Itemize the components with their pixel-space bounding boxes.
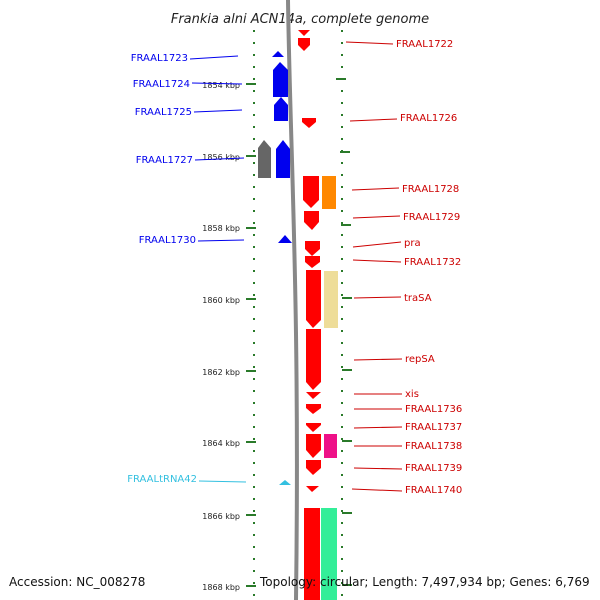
annotation-blocks (321, 176, 338, 600)
plus-strand-features (298, 30, 321, 600)
leader-line (197, 239, 245, 242)
leader-line (352, 215, 401, 219)
gene-label-fraal1736[interactable]: FRAAL1736 (405, 404, 462, 415)
gene-arrow-fraal1722-a[interactable] (298, 30, 310, 36)
gene-label-fraal1726[interactable]: FRAAL1726 (400, 113, 457, 124)
kbp-mark (246, 370, 256, 372)
kbp-label: 1866 kbp (202, 512, 240, 521)
gene-arrow-fraal1739[interactable] (306, 460, 321, 475)
gene-label-fraal1730[interactable]: FRAAL1730 (139, 235, 196, 246)
annotation-block-khaki[interactable] (324, 271, 338, 328)
gene-arrow-fraal1727[interactable] (276, 140, 290, 178)
gene-arrow-fraal1723[interactable] (272, 51, 284, 57)
gene-label-trasa[interactable]: traSA (404, 293, 432, 304)
kbp-mark (246, 83, 256, 85)
gene-label-fraal1732[interactable]: FRAAL1732 (404, 257, 461, 268)
kbp-mark (246, 514, 256, 516)
kbp-label: 1856 kbp (202, 153, 240, 162)
kbp-label: 1862 kbp (202, 368, 240, 377)
leader-line (353, 296, 402, 299)
left-labels: FRAAL1723 FRAAL1724 FRAAL1725 FRAAL1727 … (127, 53, 247, 485)
gene-label-repsa[interactable]: repSA (405, 354, 435, 365)
kbp-mark-right (342, 440, 352, 442)
gene-label-fraal1727[interactable]: FRAAL1727 (136, 155, 193, 166)
kbp-mark (246, 585, 256, 587)
kbp-mark-right (340, 151, 350, 153)
gene-arrow-fraaltrna42[interactable] (279, 480, 291, 485)
kbp-label: 1858 kbp (202, 224, 240, 233)
gene-arrow-xis[interactable] (306, 392, 321, 399)
kbp-mark (246, 441, 256, 443)
gene-arrow-fraal1725[interactable] (274, 97, 288, 121)
gene-label-fraal1739[interactable]: FRAAL1739 (405, 463, 462, 474)
gene-arrow-fraal1726[interactable] (302, 118, 316, 128)
leader-line (353, 467, 403, 470)
gene-arrow-fraal1730[interactable] (278, 235, 292, 243)
gene-label-fraal1738[interactable]: FRAAL1738 (405, 441, 462, 452)
leader-line (352, 241, 402, 248)
kbp-mark (246, 155, 256, 157)
gene-arrow-repsa[interactable] (306, 329, 321, 390)
gene-arrow-fraal1737[interactable] (306, 423, 321, 432)
gene-arrow-fraal1738[interactable] (306, 434, 321, 458)
leader-line (189, 55, 239, 60)
leader-line (353, 358, 403, 361)
kbp-mark (246, 227, 256, 229)
kbp-mark-right (342, 584, 352, 586)
gene-label-fraal1723[interactable]: FRAAL1723 (131, 53, 188, 64)
minus-strand-features (258, 51, 292, 485)
kbp-label: 1854 kbp (202, 81, 240, 90)
kbp-mark-right (342, 369, 352, 371)
gene-label-fraal1722[interactable]: FRAAL1722 (396, 39, 453, 50)
gene-label-pra[interactable]: pra (404, 238, 421, 249)
gene-label-fraal1729[interactable]: FRAAL1729 (403, 212, 460, 223)
kbp-label: 1868 kbp (202, 583, 240, 592)
gene-arrow-fraal1722-b[interactable] (298, 38, 310, 51)
gene-label-fraal1725[interactable]: FRAAL1725 (135, 107, 192, 118)
annotation-block-green[interactable] (321, 508, 337, 600)
leader-line (349, 118, 398, 122)
leader-line (193, 109, 243, 113)
genome-backbone (286, 0, 299, 600)
gene-arrow-fraal1728[interactable] (303, 176, 319, 208)
gene-block-grey[interactable] (258, 140, 271, 178)
accession-text: Accession: NC_008278 (9, 575, 145, 589)
map-title: Frankia alni ACN14a, complete genome (171, 12, 429, 27)
gene-arrow-trasa[interactable] (306, 270, 321, 328)
topology-text: Topology: circular; Length: 7,497,934 bp… (259, 575, 590, 589)
gene-block-red-bottom[interactable] (304, 508, 320, 600)
leader-line (352, 259, 402, 263)
kbp-label: 1860 kbp (202, 296, 240, 305)
gene-arrow-fraal1729[interactable] (304, 211, 319, 230)
gene-arrow-pra[interactable] (305, 241, 320, 256)
gene-label-fraal1740[interactable]: FRAAL1740 (405, 485, 462, 496)
leader-line (194, 157, 245, 161)
gene-label-fraal1728[interactable]: FRAAL1728 (402, 184, 459, 195)
leader-line (198, 480, 247, 483)
gene-arrow-fraal1736[interactable] (306, 404, 321, 414)
kbp-label: 1864 kbp (202, 439, 240, 448)
gene-arrow-fraal1732[interactable] (305, 256, 320, 268)
leader-line (191, 82, 243, 85)
gene-label-fraal1737[interactable]: FRAAL1737 (405, 422, 462, 433)
annotation-block-pink[interactable] (324, 434, 337, 458)
kbp-scale: 1854 kbp 1856 kbp 1858 kbp 1860 kbp 1862… (202, 78, 352, 592)
leader-line (351, 488, 403, 492)
gene-label-fraaltrna42[interactable]: FRAALtRNA42 (127, 474, 197, 485)
gene-arrow-fraal1740[interactable] (306, 486, 319, 492)
kbp-mark-right (342, 512, 352, 514)
kbp-mark-right (342, 297, 352, 299)
annotation-block-orange[interactable] (322, 176, 336, 209)
leader-line (353, 426, 403, 429)
gene-arrow-fraal1724[interactable] (273, 62, 288, 97)
kbp-mark (246, 298, 256, 300)
kbp-mark-right (336, 78, 346, 80)
kbp-mark-right (341, 224, 351, 226)
leader-line (351, 187, 400, 191)
gene-label-fraal1724[interactable]: FRAAL1724 (133, 79, 190, 90)
gene-label-xis[interactable]: xis (405, 389, 419, 400)
leader-line (345, 41, 394, 45)
right-labels: FRAAL1722 FRAAL1726 FRAAL1728 FRAAL1729 … (345, 39, 462, 496)
